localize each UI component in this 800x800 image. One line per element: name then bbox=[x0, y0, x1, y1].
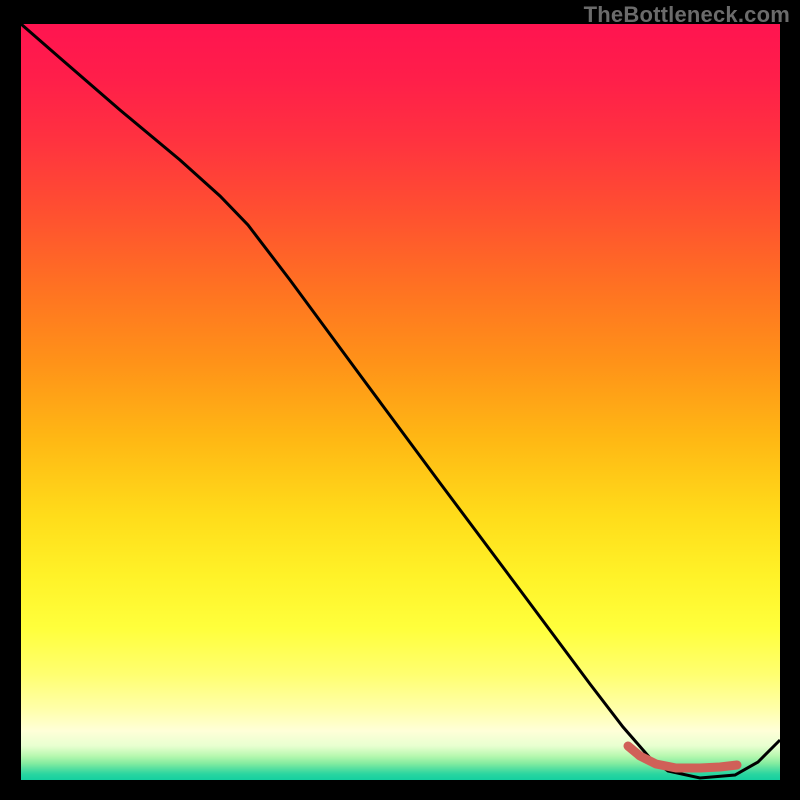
chart-container: { "watermark": { "text": "TheBottleneck.… bbox=[0, 0, 800, 800]
bottleneck-chart bbox=[0, 0, 800, 800]
gradient-plot-area bbox=[21, 24, 780, 780]
watermark-text: TheBottleneck.com bbox=[584, 2, 790, 28]
